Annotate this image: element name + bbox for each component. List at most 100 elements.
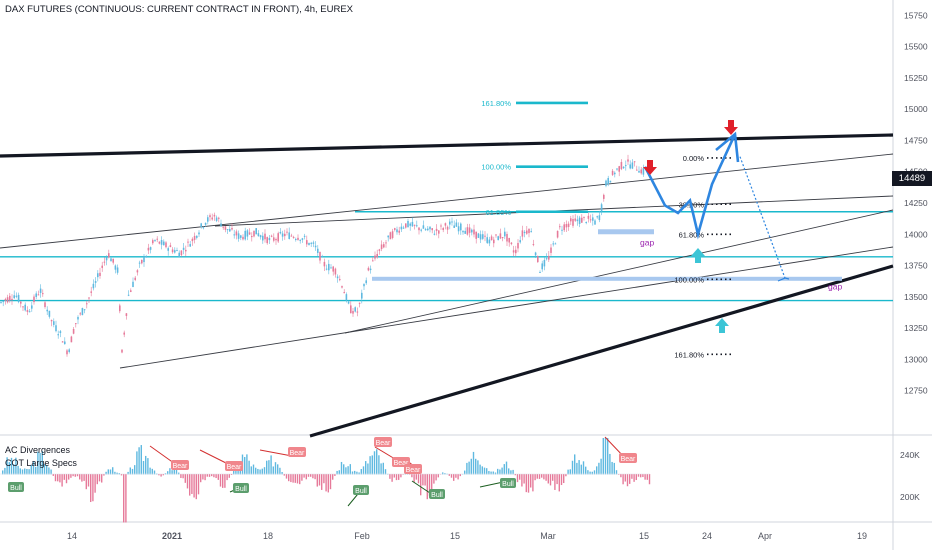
candle-body xyxy=(295,238,297,240)
histogram-bar xyxy=(642,474,644,478)
histogram-bar xyxy=(316,474,318,487)
candle-body xyxy=(64,341,66,345)
candle-body xyxy=(411,221,414,227)
candle-body xyxy=(15,295,18,297)
candle-body xyxy=(482,234,484,239)
histogram-bar xyxy=(228,474,230,478)
histogram-bar xyxy=(131,468,134,475)
candle-body xyxy=(310,242,312,244)
candle-body xyxy=(640,169,642,174)
histogram-bar xyxy=(213,474,215,478)
price-axis[interactable]: 1575015500152501500014750145001425014000… xyxy=(900,10,928,502)
histogram-bar xyxy=(490,471,492,475)
histogram-bar xyxy=(76,474,79,477)
histogram-bar xyxy=(200,474,202,483)
candle-body xyxy=(477,233,480,238)
candle-body xyxy=(55,325,57,332)
candle-body xyxy=(424,229,427,231)
histogram-bar xyxy=(252,464,255,475)
candle-body xyxy=(583,216,585,218)
histogram-bar xyxy=(596,466,598,475)
candle-body xyxy=(607,177,609,185)
histogram-bar xyxy=(127,471,129,475)
histogram-bar xyxy=(514,474,516,476)
histogram-bar xyxy=(19,468,21,475)
projection-line xyxy=(643,133,737,240)
histogram-bar xyxy=(153,470,156,475)
histogram-bar xyxy=(563,474,565,484)
histogram-bar xyxy=(109,469,112,475)
histogram-bar xyxy=(411,474,413,478)
histogram-bar xyxy=(233,467,235,475)
time-tick-label: 24 xyxy=(702,531,712,541)
histogram-bar xyxy=(277,464,279,475)
time-axis[interactable]: 14 2021 18 Feb 15 Mar 15 24 Apr 19 xyxy=(67,531,867,541)
histogram-bar xyxy=(488,471,490,475)
candle-body xyxy=(369,268,372,271)
histogram-bar xyxy=(129,467,131,475)
histogram-bar xyxy=(257,468,259,475)
candle-body xyxy=(279,231,282,234)
histogram-bar xyxy=(173,467,175,475)
histogram-bar xyxy=(281,472,283,475)
candle-body xyxy=(44,302,46,308)
histogram-bar xyxy=(624,474,626,482)
histogram-bar xyxy=(481,466,483,475)
histogram-bar xyxy=(547,474,549,484)
candle-body xyxy=(134,277,136,280)
time-tick-label: 15 xyxy=(450,531,460,541)
candle-body xyxy=(622,166,625,169)
candle-body xyxy=(105,257,108,261)
candle-body xyxy=(501,237,504,239)
candle-body xyxy=(231,228,233,230)
indicator-label-ac: AC Divergences xyxy=(5,445,71,455)
histogram-bar xyxy=(312,474,314,479)
candle-body xyxy=(451,221,453,223)
histogram-bar xyxy=(197,474,200,495)
histogram-bar xyxy=(578,460,580,475)
candle-body xyxy=(158,241,161,244)
histogram-bar xyxy=(114,471,116,475)
candle-body xyxy=(356,311,359,313)
candle-body xyxy=(207,217,209,222)
candle-body xyxy=(468,227,471,233)
candle-body xyxy=(284,233,286,237)
candle-body xyxy=(48,310,51,317)
candle-body xyxy=(9,295,11,301)
bear-label: Bear xyxy=(290,450,305,457)
candle-body xyxy=(618,166,620,172)
candle-body xyxy=(94,281,97,283)
candle-body xyxy=(20,301,22,304)
candle-body xyxy=(605,180,607,186)
histogram-bar xyxy=(37,451,39,475)
histogram-bar xyxy=(417,474,420,484)
candle-body xyxy=(642,168,645,175)
candle-body xyxy=(156,238,158,240)
histogram-bar xyxy=(371,455,373,475)
candle-body xyxy=(68,349,70,352)
histogram-bar xyxy=(391,474,393,482)
histogram-bar xyxy=(516,474,519,483)
time-tick-label: Mar xyxy=(540,531,556,541)
candle-body xyxy=(545,258,548,260)
candle-body xyxy=(259,235,262,238)
candle-body xyxy=(543,259,546,267)
candle-body xyxy=(352,310,354,314)
histogram-bar xyxy=(613,462,615,475)
histogram-bar xyxy=(523,474,525,484)
candle-body xyxy=(519,240,521,243)
histogram-bar xyxy=(147,458,149,475)
time-tick-label: 14 xyxy=(67,531,77,541)
candle-body xyxy=(407,220,409,228)
candle-body xyxy=(143,256,145,263)
histogram-bar xyxy=(459,474,461,477)
histogram-bar xyxy=(30,464,32,475)
histogram-bar xyxy=(626,474,629,487)
histogram-bar xyxy=(244,457,246,475)
histogram-bar xyxy=(43,463,46,475)
histogram-bar xyxy=(318,474,321,486)
mid-trend-line xyxy=(119,246,894,369)
candle-body xyxy=(306,240,308,245)
histogram-bar xyxy=(2,470,4,475)
